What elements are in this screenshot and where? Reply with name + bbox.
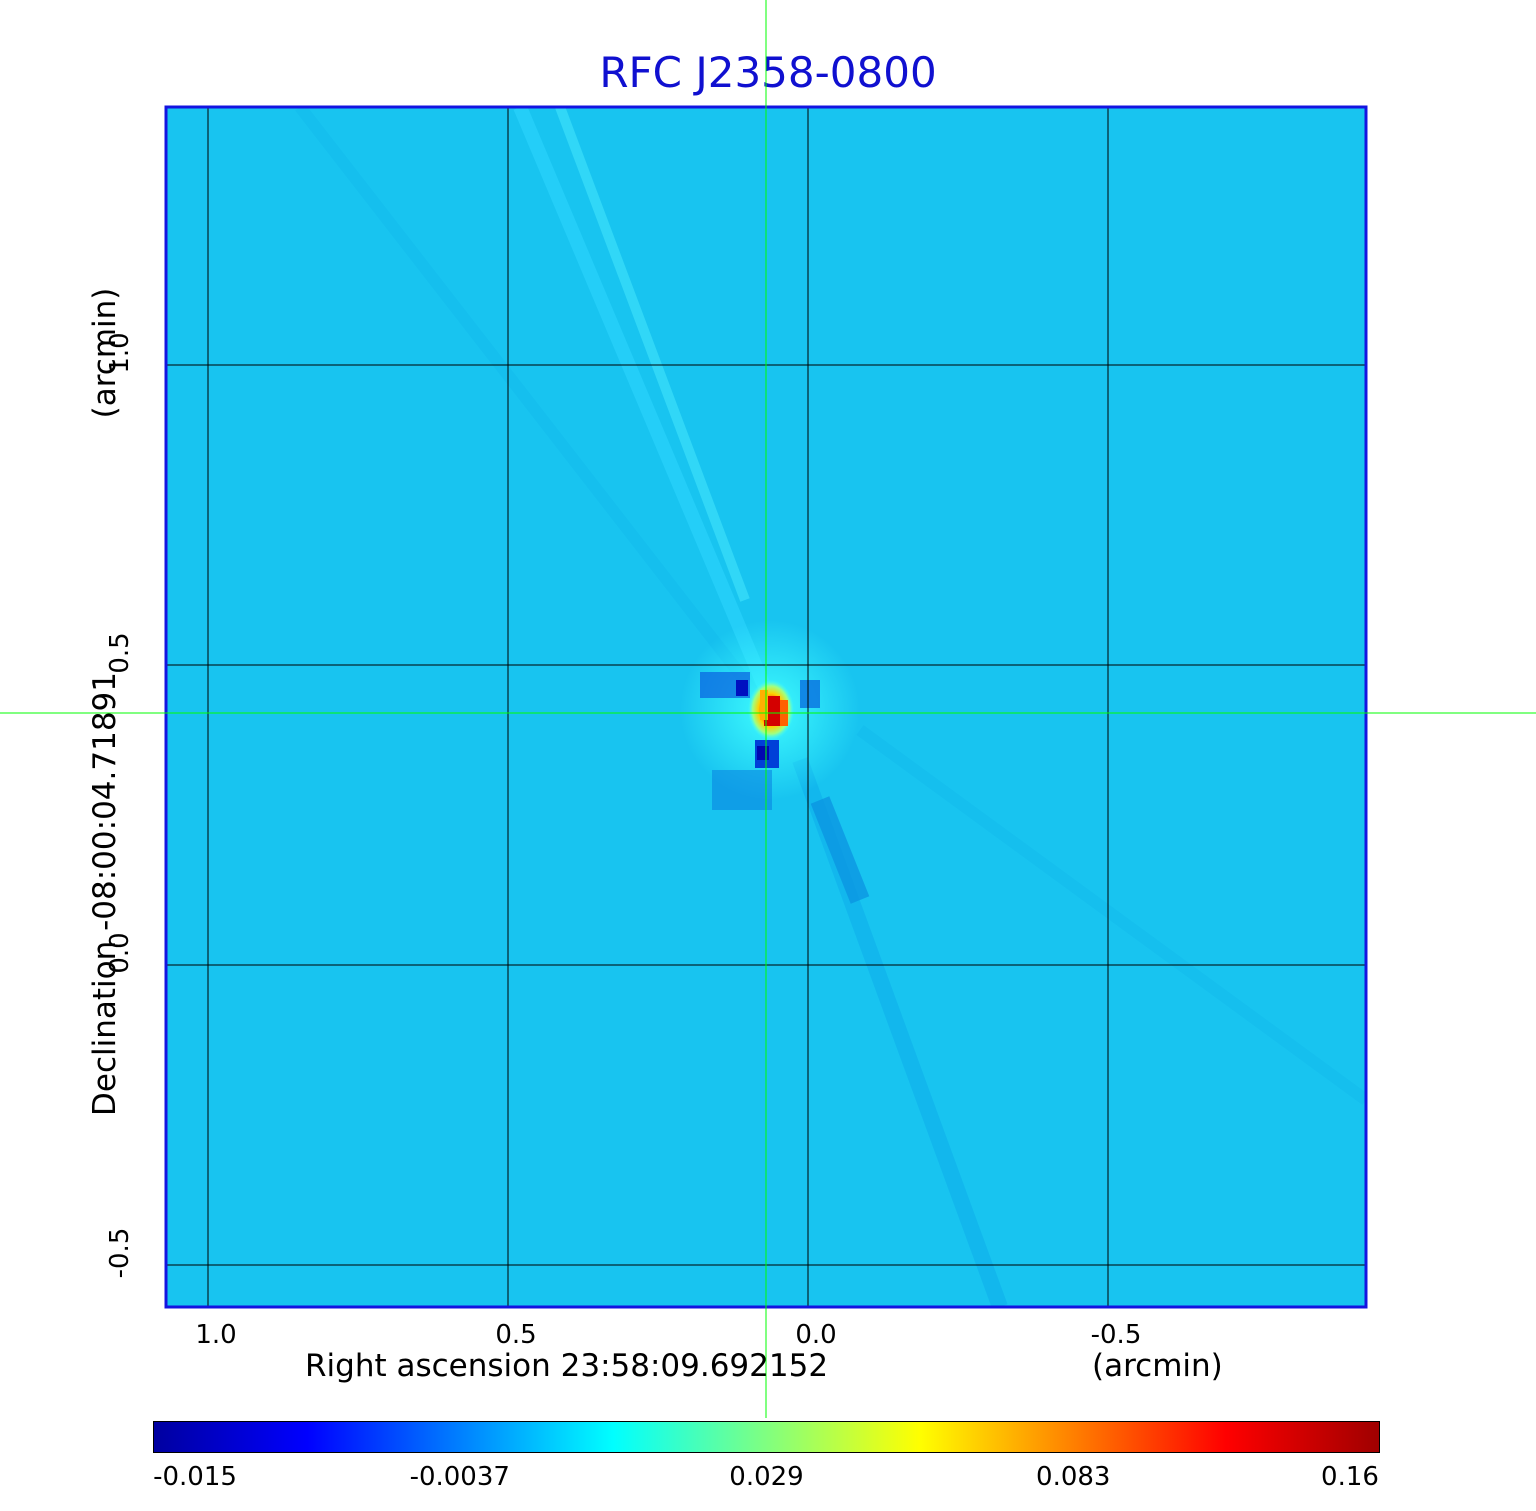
colorbar — [153, 1421, 1380, 1453]
core-side — [760, 690, 768, 720]
y-tick-label: 0.5 — [105, 632, 135, 674]
colorbar-tick-label: 0.16 — [1321, 1462, 1379, 1492]
negative-pixel — [757, 746, 769, 760]
colorbar-tick-label: 0.083 — [1036, 1462, 1111, 1492]
y-axis-unit: (arcmin) — [87, 287, 123, 419]
stripe — [810, 796, 870, 904]
stripe — [295, 107, 765, 704]
stripe — [513, 107, 777, 703]
stripe — [856, 725, 1366, 1105]
y-tick-label: -0.5 — [105, 1227, 135, 1279]
x-tick-label: -0.5 — [1090, 1320, 1142, 1350]
colorbar-tick-label: 0.029 — [729, 1462, 804, 1492]
negative-pixel — [736, 680, 748, 696]
colorbar-tick-label: -0.015 — [153, 1462, 237, 1492]
y-axis-label: Declination -08:00:04.71891 — [87, 672, 123, 1116]
crosshair — [0, 0, 1536, 1418]
stripe — [555, 107, 750, 602]
x-tick-label: 1.0 — [195, 1320, 237, 1350]
negative-pixel — [800, 680, 820, 708]
negative-pixel — [712, 770, 772, 810]
x-axis-unit: (arcmin) — [1092, 1348, 1223, 1384]
x-tick-label: 0.0 — [795, 1320, 837, 1350]
x-tick-label: 0.5 — [495, 1320, 537, 1350]
colorbar-tick-label: -0.0037 — [409, 1462, 510, 1492]
chart-title: RFC J2358-0800 — [599, 48, 937, 97]
x-axis-label: Right ascension 23:58:09.692152 — [305, 1348, 829, 1384]
plot-area — [0, 0, 1536, 1418]
